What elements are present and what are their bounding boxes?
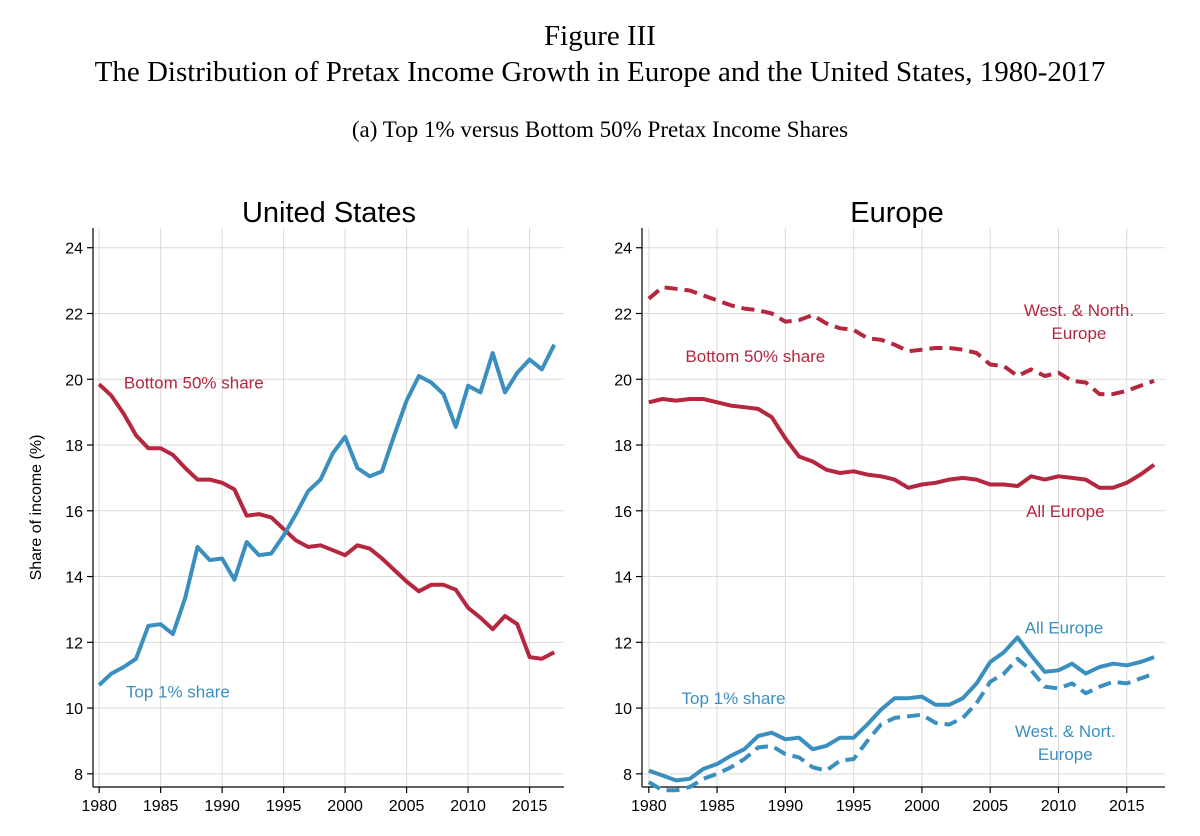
- y-tick-label: 24: [614, 241, 632, 258]
- series-line-0: [647, 285, 1155, 397]
- series-annotation: All Europe: [1026, 502, 1104, 521]
- x-tick-label: 1980: [81, 798, 117, 815]
- x-tick-label: 2000: [904, 798, 940, 815]
- x-tick-label: 1990: [204, 798, 240, 815]
- series-annotation: Europe: [1038, 745, 1093, 764]
- figure-title: The Distribution of Pretax Income Growth…: [94, 56, 1106, 88]
- y-tick-label: 20: [614, 372, 632, 389]
- series-annotation: Europe: [1052, 324, 1107, 343]
- y-tick-label: 10: [65, 701, 83, 718]
- y-tick-label: 16: [65, 504, 83, 521]
- y-tick-label: 16: [614, 504, 632, 521]
- x-tick-label: 2005: [389, 798, 425, 815]
- chart-title: Europe: [850, 197, 944, 229]
- x-tick-label: 1985: [143, 798, 179, 815]
- y-tick-label: 22: [65, 306, 83, 323]
- y-axis-label: Share of income (%): [28, 435, 45, 581]
- series-annotation: West. & North.: [1024, 301, 1134, 320]
- series-annotation: Top 1% share: [126, 683, 230, 702]
- y-tick-label: 14: [65, 570, 83, 587]
- series-annotation: West. & Nort.: [1015, 722, 1116, 741]
- y-tick-label: 22: [614, 306, 632, 323]
- x-tick-label: 2015: [1109, 798, 1145, 815]
- series-annotation: Top 1% share: [682, 689, 786, 708]
- series-line-0: [97, 382, 556, 661]
- y-tick-label: 12: [65, 635, 83, 652]
- y-tick-label: 18: [614, 438, 632, 455]
- y-tick-label: 12: [614, 635, 632, 652]
- y-tick-label: 18: [65, 438, 83, 455]
- series-line-2: [648, 635, 1155, 783]
- series-line-1: [648, 397, 1156, 490]
- series-annotation: All Europe: [1025, 619, 1103, 638]
- x-tick-label: 1990: [768, 798, 804, 815]
- x-tick-label: 2010: [1041, 798, 1077, 815]
- series-annotation: Bottom 50% share: [685, 347, 825, 366]
- series-line-1: [97, 343, 556, 687]
- x-tick-label: 2005: [972, 798, 1008, 815]
- y-tick-label: 8: [74, 767, 83, 784]
- y-tick-label: 20: [65, 372, 83, 389]
- figure-label: Figure III: [544, 20, 656, 52]
- x-tick-label: 1985: [699, 798, 735, 815]
- x-tick-label: 1995: [836, 798, 872, 815]
- y-tick-label: 8: [623, 767, 632, 784]
- y-tick-label: 10: [614, 701, 632, 718]
- x-tick-label: 1980: [631, 798, 667, 815]
- chart-panel-1: 8 10 12 14 16 18 20 22 24 1980 1985 1990 1995 2000 200…: [614, 197, 1165, 815]
- series-annotation: Bottom 50% share: [124, 374, 264, 393]
- series-line-3: [647, 656, 1155, 793]
- y-tick-label: 14: [614, 570, 632, 587]
- x-tick-label: 2010: [450, 798, 486, 815]
- chart-title: United States: [242, 197, 416, 229]
- y-tick-label: 24: [65, 241, 83, 258]
- x-tick-label: 2015: [512, 798, 548, 815]
- x-tick-label: 1995: [266, 798, 302, 815]
- figure-subtitle: (a) Top 1% versus Bottom 50% Pretax Inco…: [351, 117, 849, 142]
- chart-panel-0: 8 10 12 14 16 18 20 22 24 1980 1985 1990 1995 2000 200…: [28, 197, 564, 815]
- x-tick-label: 2000: [327, 798, 363, 815]
